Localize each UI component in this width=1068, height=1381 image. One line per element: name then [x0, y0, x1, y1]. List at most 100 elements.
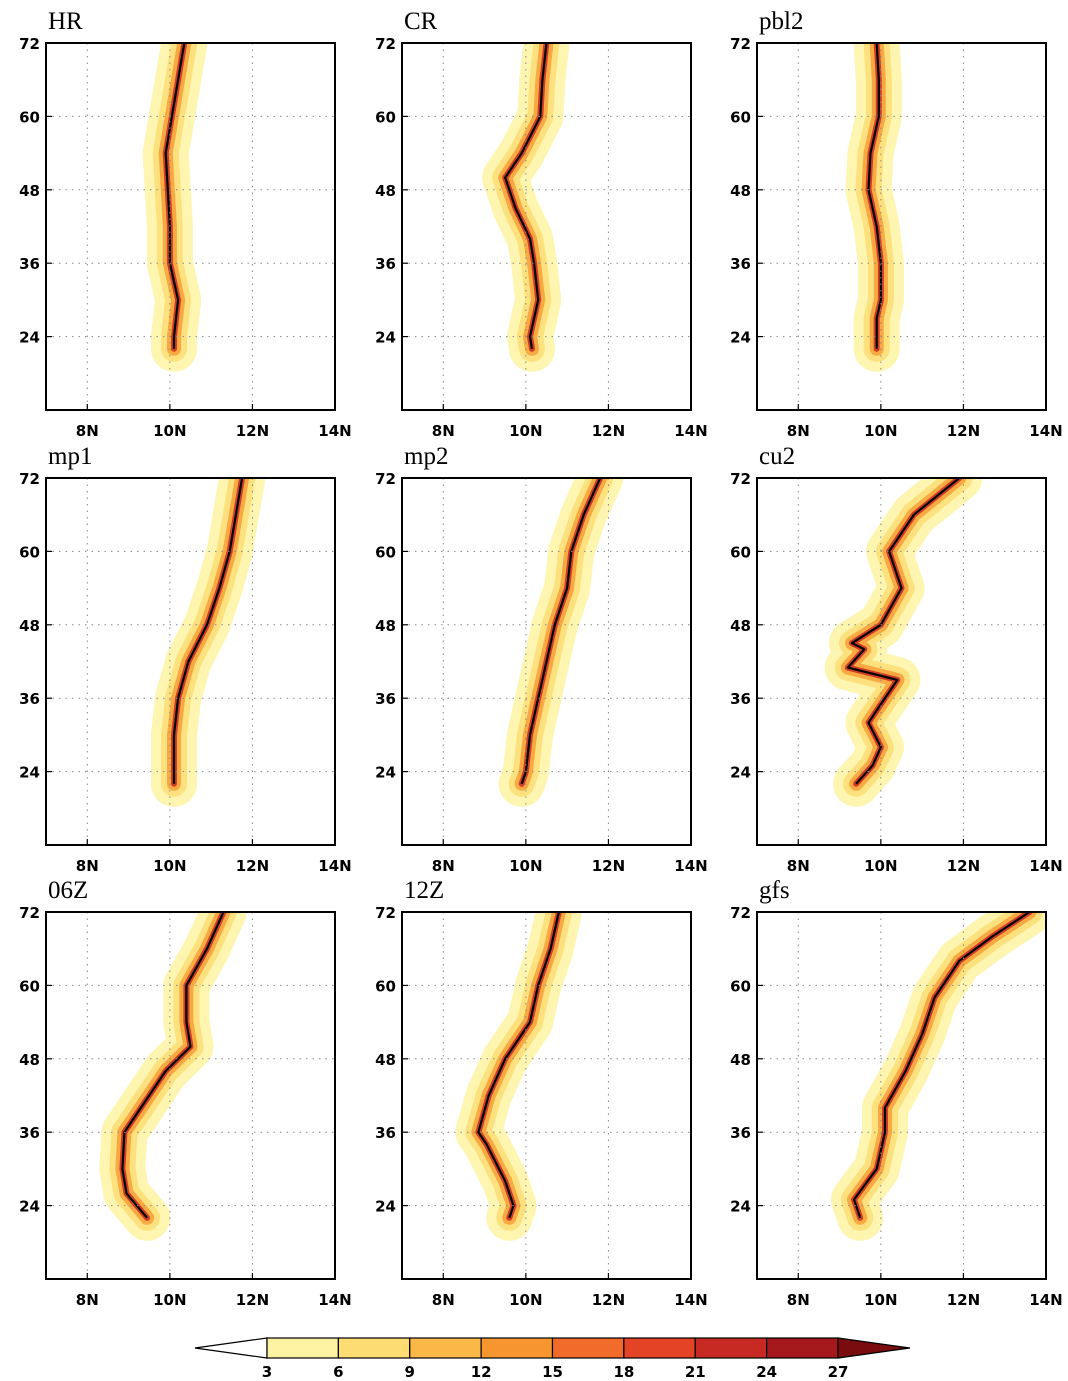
x-tick-label: 8N [432, 422, 455, 440]
colorbar-box [266, 1337, 339, 1359]
y-tick-label: 60 [375, 108, 396, 126]
panel-frame [756, 911, 1047, 1280]
panel-frame [45, 911, 336, 1280]
x-tick-label: 14N [1029, 857, 1062, 875]
y-tick-label: 48 [375, 1051, 396, 1069]
y-tick-label: 72 [730, 904, 751, 922]
colorbar-label: 18 [613, 1363, 634, 1381]
y-tick-label: 60 [375, 977, 396, 995]
x-tick-label: 10N [153, 422, 186, 440]
y-tick-label: 36 [19, 1124, 40, 1142]
y-tick-label: 24 [375, 764, 396, 782]
x-tick-label: 14N [674, 1291, 707, 1309]
y-tick-label: 60 [19, 108, 40, 126]
y-tick-label: 48 [730, 1051, 751, 1069]
y-tick-label: 60 [19, 977, 40, 995]
panel-plot [151, 478, 266, 807]
y-tick-label: 48 [19, 617, 40, 635]
y-tick-label: 72 [19, 35, 40, 53]
panel-plot [482, 43, 570, 372]
track-line [164, 43, 186, 349]
y-tick-label: 60 [730, 977, 751, 995]
panel-frame [401, 911, 692, 1280]
colorbar-box [409, 1337, 482, 1359]
x-tick-label: 10N [509, 857, 542, 875]
colorbar-label: 21 [685, 1363, 706, 1381]
panel-title: pbl2 [759, 8, 803, 35]
x-tick-label: 8N [787, 1291, 810, 1309]
y-tick-label: 36 [19, 690, 40, 708]
y-tick-label: 60 [19, 543, 40, 561]
x-tick-label: 8N [787, 422, 810, 440]
y-tick-label: 48 [375, 617, 396, 635]
panel-plot [455, 912, 582, 1241]
panel-title: CR [404, 8, 438, 35]
track-line [846, 478, 960, 785]
panel-title: 12Z [404, 877, 444, 904]
panel-title: HR [48, 8, 83, 35]
track-line [172, 478, 244, 784]
colorbar-label: 3 [262, 1363, 272, 1381]
colorbar-label: 12 [471, 1363, 492, 1381]
y-tick-label: 72 [730, 470, 751, 488]
colorbar-label: 6 [333, 1363, 343, 1381]
y-tick-label: 72 [375, 35, 396, 53]
track-line [520, 478, 602, 785]
x-tick-label: 12N [236, 422, 269, 440]
panel-plot [845, 43, 904, 372]
x-tick-label: 14N [318, 1291, 351, 1309]
colorbar-over [837, 1337, 911, 1359]
panel-plot [142, 43, 208, 372]
y-tick-label: 36 [375, 690, 396, 708]
panel-plot [831, 912, 1046, 1241]
x-tick-label: 10N [509, 1291, 542, 1309]
colorbar-label: 15 [542, 1363, 563, 1381]
y-tick-label: 48 [730, 617, 751, 635]
colorbar-box [623, 1337, 696, 1359]
colorbar-box [337, 1337, 411, 1359]
colorbar-box [480, 1337, 554, 1359]
y-tick-label: 36 [375, 1124, 396, 1142]
y-tick-label: 60 [730, 108, 751, 126]
x-tick-label: 12N [236, 857, 269, 875]
panel-plot [824, 478, 983, 807]
y-tick-label: 72 [730, 35, 751, 53]
x-tick-label: 10N [153, 857, 186, 875]
colorbar-box [694, 1337, 768, 1359]
y-tick-label: 24 [730, 764, 751, 782]
x-tick-label: 12N [592, 1291, 625, 1309]
panel-frame [401, 42, 692, 411]
x-tick-label: 8N [76, 857, 99, 875]
panel-plot [498, 478, 624, 807]
track-line [477, 912, 560, 1219]
y-tick-label: 60 [375, 543, 396, 561]
x-tick-label: 12N [592, 857, 625, 875]
y-tick-label: 24 [19, 764, 40, 782]
y-tick-label: 72 [19, 904, 40, 922]
x-tick-label: 8N [432, 857, 455, 875]
x-tick-label: 10N [509, 422, 542, 440]
panel-frame [45, 477, 336, 846]
y-tick-label: 36 [730, 255, 751, 273]
panel-frame [45, 42, 336, 411]
colorbar-box [766, 1337, 839, 1359]
x-tick-label: 8N [76, 1291, 99, 1309]
y-tick-label: 24 [19, 1198, 40, 1216]
colorbar-label: 27 [828, 1363, 849, 1381]
x-tick-label: 8N [432, 1291, 455, 1309]
colorbar-label: 24 [756, 1363, 777, 1381]
y-tick-label: 48 [375, 182, 396, 200]
y-tick-label: 24 [375, 1198, 396, 1216]
y-tick-label: 48 [730, 182, 751, 200]
x-tick-label: 12N [947, 422, 980, 440]
panel-frame [401, 477, 692, 846]
y-tick-label: 48 [19, 182, 40, 200]
x-tick-label: 14N [1029, 1291, 1062, 1309]
x-tick-label: 14N [1029, 422, 1062, 440]
y-tick-label: 48 [19, 1051, 40, 1069]
x-tick-label: 10N [864, 1291, 897, 1309]
y-tick-label: 72 [375, 470, 396, 488]
panel-title: mp2 [404, 443, 448, 470]
y-tick-label: 72 [19, 470, 40, 488]
